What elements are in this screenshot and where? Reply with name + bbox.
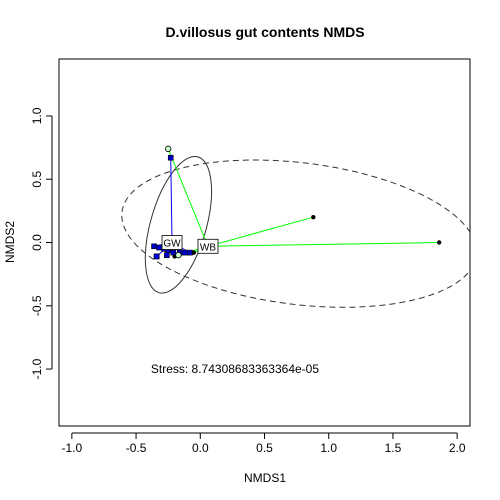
data-point xyxy=(175,251,182,259)
data-point xyxy=(164,252,170,258)
centroid-label: GW xyxy=(163,239,181,250)
data-point xyxy=(156,244,162,251)
x-tick-label: -1.0 xyxy=(62,441,83,455)
plot-frame xyxy=(58,58,471,427)
data-point xyxy=(191,250,197,255)
x-tick-label: 0.0 xyxy=(192,441,209,455)
data-point xyxy=(436,240,442,245)
plot-area: GW WB xyxy=(121,145,470,308)
centroid-label-box xyxy=(197,238,219,254)
centroid-label: WB xyxy=(200,242,216,253)
group-ellipse xyxy=(121,159,470,308)
x-tick-label: -0.5 xyxy=(126,441,147,455)
data-point xyxy=(151,243,157,250)
centroid-label-box xyxy=(161,235,183,250)
stress-annotation: Stress: 8.74308683363364e-05 xyxy=(151,362,319,376)
y-tick-label: 1.0 xyxy=(30,107,44,124)
y-tick-label: 0.0 xyxy=(30,234,44,251)
y-tick-label: -0.5 xyxy=(30,295,44,316)
data-point xyxy=(153,253,160,260)
data-point xyxy=(182,249,188,256)
data-point xyxy=(311,214,316,220)
data-point xyxy=(167,154,174,161)
spider-line xyxy=(207,242,440,247)
y-axis-label: NMDS2 xyxy=(3,221,17,263)
y-tick-label: 0.5 xyxy=(30,171,44,188)
spider-line xyxy=(170,157,173,243)
spider-line xyxy=(167,148,209,247)
y-tick-label: -1.0 xyxy=(30,358,44,379)
group-ellipse xyxy=(144,155,213,294)
x-axis-label: NMDS1 xyxy=(244,471,286,485)
y-axis: -1.0 -0.5 0.0 0.5 1.0 xyxy=(30,107,53,379)
data-point xyxy=(164,145,172,153)
chart-title: D.villosus gut contents NMDS xyxy=(165,24,364,40)
spider-line xyxy=(207,216,314,247)
x-tick-label: 0.5 xyxy=(256,441,273,455)
x-tick-label: 1.5 xyxy=(385,441,402,455)
x-tick-label: 1.0 xyxy=(320,441,337,455)
x-tick-label: 2.0 xyxy=(449,441,466,455)
x-axis: -1.0 -0.5 0.0 0.5 1.0 1.5 2.0 xyxy=(62,432,466,455)
